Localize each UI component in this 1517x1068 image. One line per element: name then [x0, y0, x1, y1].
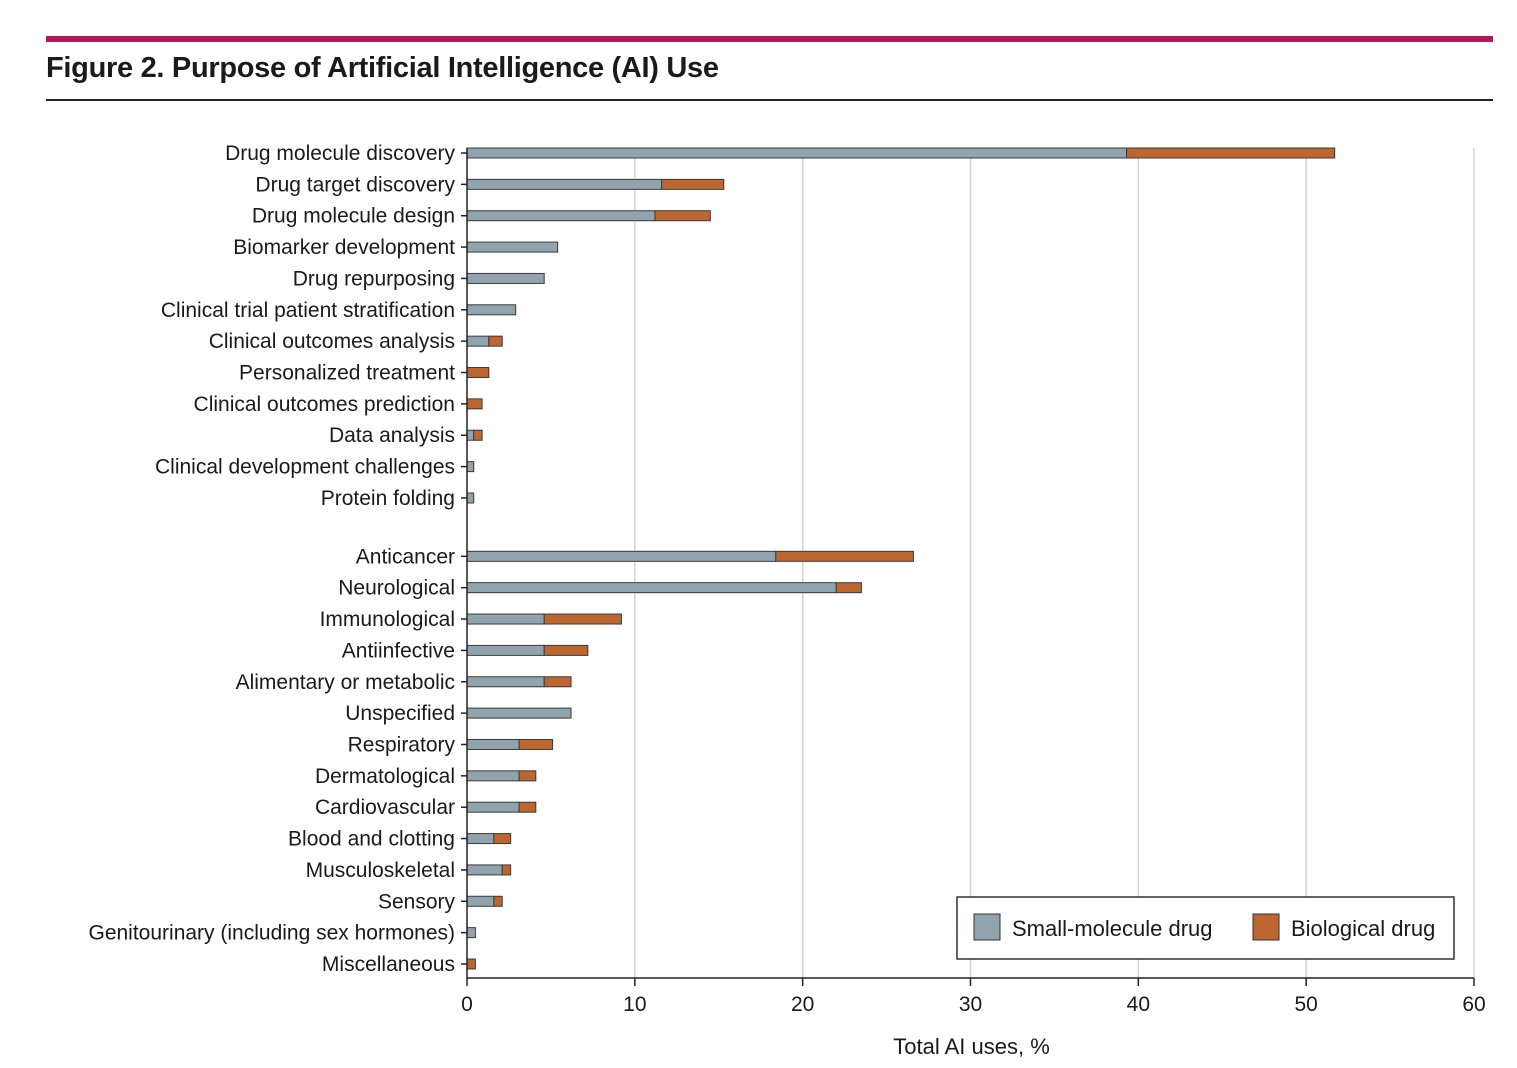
- category-label: Drug repurposing: [293, 267, 455, 290]
- bar-small-molecule: [466, 241, 559, 253]
- bar-small-molecule: [466, 738, 520, 750]
- bar-small-molecule: [466, 801, 520, 813]
- bar-small-molecule: [466, 770, 520, 782]
- category-labels: Drug molecule discovery Drug target disco…: [88, 142, 455, 976]
- category-label: Respiratory: [348, 733, 456, 756]
- bars: [466, 147, 1336, 970]
- bar-small-molecule: [466, 461, 475, 473]
- bar-small-molecule: [466, 147, 1128, 159]
- bar-biological: [488, 335, 503, 347]
- figure-title: Figure 2. Purpose of Artificial Intellig…: [46, 52, 719, 84]
- bar-biological: [466, 398, 483, 410]
- bar-biological: [1126, 147, 1336, 159]
- bar-biological: [654, 210, 711, 222]
- category-label: Genitourinary (including sex hormones): [88, 922, 455, 945]
- bar-biological: [518, 801, 537, 813]
- bar-biological: [518, 770, 537, 782]
- bar-biological: [543, 676, 572, 688]
- bar-biological: [835, 582, 862, 594]
- x-tick-label: 20: [791, 993, 814, 1016]
- category-label: Clinical outcomes analysis: [209, 330, 455, 353]
- x-tick-label: 40: [1127, 993, 1150, 1016]
- category-label: Drug molecule discovery: [225, 142, 455, 165]
- legend: Small-molecule drug Biological drug: [956, 896, 1455, 960]
- x-tick-label: 30: [959, 993, 982, 1016]
- title-rule: [46, 99, 1493, 101]
- category-label: Immunological: [320, 608, 455, 631]
- bar-small-molecule: [466, 210, 656, 222]
- x-axis-label: Total AI uses, %: [893, 1034, 1050, 1059]
- bar-biological: [661, 178, 725, 190]
- bar-small-molecule: [466, 178, 663, 190]
- category-label: Cardiovascular: [315, 796, 455, 819]
- bar-biological: [543, 644, 589, 656]
- x-tick-label: 10: [623, 993, 646, 1016]
- bar-small-molecule: [466, 492, 475, 504]
- bar-small-molecule: [466, 429, 475, 441]
- bar-small-molecule: [466, 550, 777, 562]
- bar-biological: [466, 367, 490, 379]
- category-label: Data analysis: [329, 424, 455, 447]
- bar-biological: [493, 895, 503, 907]
- x-tick-label: 60: [1462, 993, 1485, 1016]
- bar-small-molecule: [466, 613, 545, 625]
- category-label: Protein folding: [321, 487, 455, 510]
- bar-small-molecule: [466, 707, 572, 719]
- bar-biological: [466, 958, 476, 970]
- bar-small-molecule: [466, 833, 495, 845]
- bar-small-molecule: [466, 582, 837, 594]
- category-label: Personalized treatment: [239, 362, 455, 385]
- grid-lines: [634, 148, 1475, 978]
- category-label: Antiinfective: [342, 639, 455, 662]
- category-label: Neurological: [338, 577, 455, 600]
- category-label: Miscellaneous: [322, 953, 455, 976]
- legend-label: Small-molecule drug: [1012, 916, 1213, 941]
- top-accent-rule: [46, 36, 1493, 42]
- legend-box: [956, 896, 1455, 960]
- bar-small-molecule: [466, 676, 545, 688]
- bar-small-molecule: [466, 272, 545, 284]
- bar-biological: [518, 738, 554, 750]
- category-label: Drug target discovery: [255, 173, 455, 196]
- bar-small-molecule: [466, 304, 517, 316]
- category-label: Drug molecule design: [252, 205, 455, 228]
- bar-biological: [775, 550, 914, 562]
- category-label: Clinical outcomes prediction: [194, 393, 455, 416]
- axes: 0 10 20 30 40 50 60 Total AI uses, %: [461, 148, 1486, 1059]
- category-label: Clinical trial patient stratification: [161, 299, 455, 322]
- category-label: Dermatological: [315, 765, 455, 788]
- category-label: Biomarker development: [233, 236, 455, 259]
- x-tick-label: 0: [461, 993, 473, 1016]
- bar-small-molecule: [466, 644, 545, 656]
- legend-swatch: [1252, 913, 1280, 941]
- x-tick-label: 50: [1294, 993, 1317, 1016]
- category-label: Blood and clotting: [288, 828, 455, 851]
- bar-small-molecule: [466, 895, 495, 907]
- category-label: Musculoskeletal: [306, 859, 455, 882]
- category-label: Unspecified: [345, 702, 455, 725]
- bar-small-molecule: [466, 927, 476, 939]
- legend-swatch: [973, 913, 1001, 941]
- category-label: Anticancer: [356, 545, 455, 568]
- bar-biological: [473, 429, 483, 441]
- bar-small-molecule: [466, 864, 503, 876]
- bar-biological: [501, 864, 512, 876]
- bar-biological: [493, 833, 512, 845]
- category-label: Sensory: [378, 890, 456, 913]
- bar-biological: [543, 613, 622, 625]
- category-label: Clinical development challenges: [155, 456, 455, 479]
- bar-small-molecule: [466, 335, 490, 347]
- legend-label: Biological drug: [1291, 916, 1435, 941]
- category-label: Alimentary or metabolic: [236, 671, 455, 694]
